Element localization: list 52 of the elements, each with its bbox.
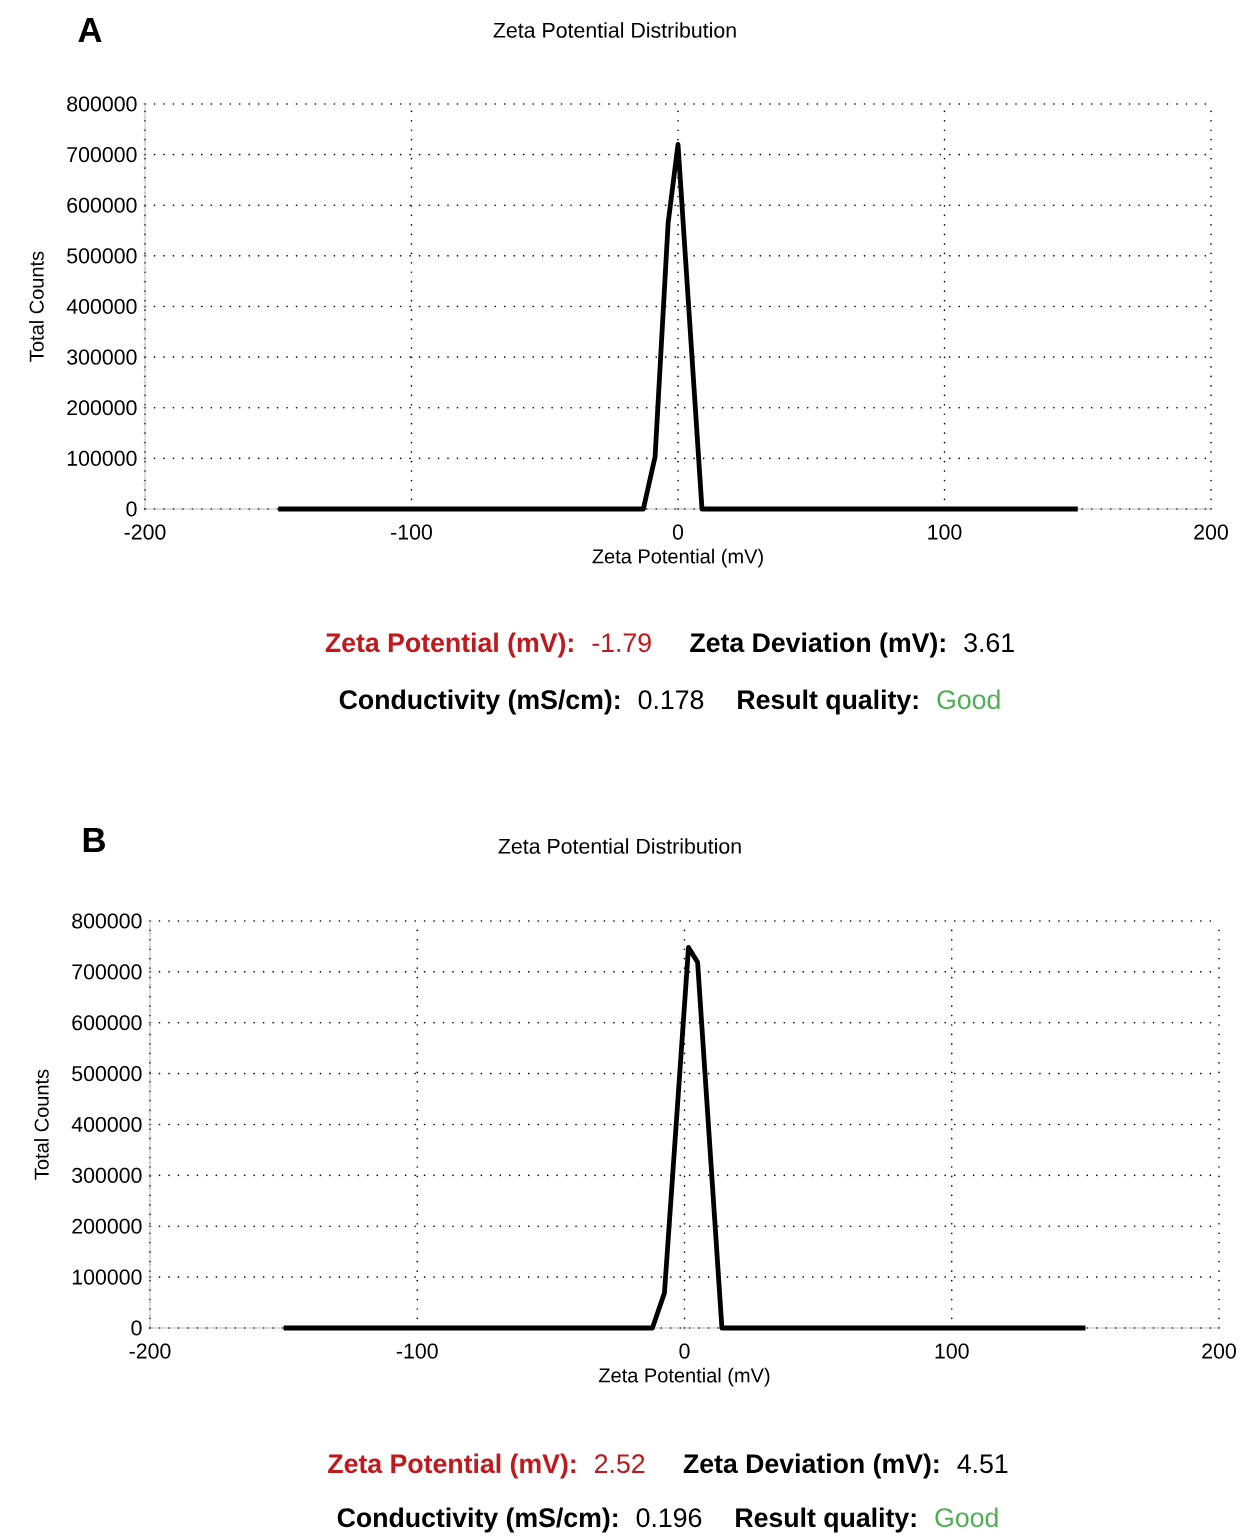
text: Zeta Deviation (mV): [690,632,945,658]
text: 0.196 [636,1508,702,1528]
x-tick-label: 200 [1194,524,1228,540]
text: B [83,828,105,852]
x-tick-label: 0 [679,1343,690,1359]
text: Good [935,1507,998,1528]
y-axis-title: Total Counts [34,1069,49,1180]
text: Result quality: [736,1507,916,1533]
text: Result quality: [738,689,918,715]
text: 3.61 [964,633,1014,653]
text: A [78,18,102,42]
y-tick-label: 400000 [66,298,137,315]
x-axis-title: Zeta Potential (mV) [592,548,763,568]
y-tick-label: 300000 [67,349,137,365]
y-tick-label: 200000 [72,1218,142,1234]
text: Zeta Potential (mV): [328,1453,576,1479]
y-tick-label: 700000 [67,147,137,163]
x-tick-label: 100 [935,1343,969,1359]
y-tick-label: 800000 [72,913,142,929]
chart-title: Zeta Potential Distribution [498,838,741,854]
y-tick-label: 300000 [72,1167,142,1183]
y-tick-label: 100000 [67,450,137,466]
text: Conductivity (mS/cm): [337,1507,618,1533]
x-tick-label: -200 [124,524,166,540]
x-tick-label: 100 [928,524,962,540]
y-tick-label: 0 [126,501,137,517]
x-axis-title: Zeta Potential (mV) [598,1367,770,1387]
x-tick-label: 0 [672,524,684,540]
y-tick-label: 600000 [67,197,137,213]
y-axis-title: Total Counts [29,251,44,362]
text: 0.178 [638,690,704,710]
y-tick-label: 400000 [71,1116,142,1133]
text: Zeta Deviation (mV): [683,1453,939,1479]
y-tick-label: 800000 [67,96,137,112]
x-tick-label: -100 [391,524,432,540]
text: 2.52 [595,1454,645,1474]
text: -1.79 [592,633,651,653]
y-tick-label: 0 [131,1320,142,1336]
x-tick-label: -100 [396,1343,438,1359]
text: Conductivity (mS/cm): [339,689,620,715]
y-tick-label: 200000 [67,400,137,416]
y-tick-label: 100000 [72,1269,142,1285]
text: Good [937,689,1000,710]
text: Zeta Potential (mV): [325,632,573,658]
y-tick-label: 600000 [72,1015,142,1031]
y-tick-label: 500000 [67,248,137,264]
y-tick-label: 700000 [72,964,142,980]
y-tick-label: 500000 [72,1066,142,1082]
text: 4.51 [957,1454,1008,1474]
x-tick-label: 200 [1202,1343,1236,1359]
x-tick-label: -200 [129,1343,171,1359]
chart-title: Zeta Potential Distribution [493,22,736,38]
